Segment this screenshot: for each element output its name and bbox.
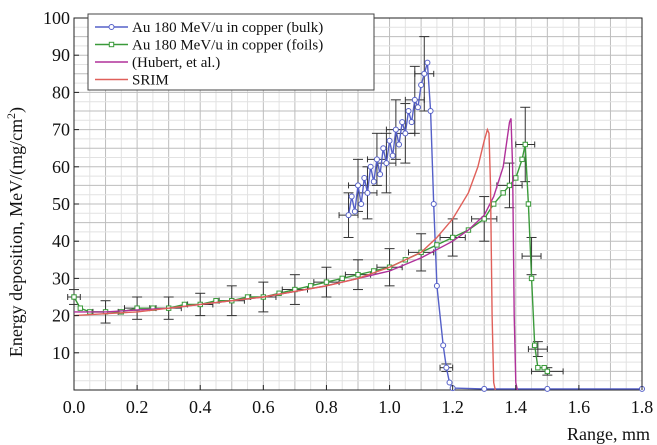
data-point bbox=[446, 379, 453, 386]
data-point bbox=[373, 156, 380, 163]
series-line-3 bbox=[73, 127, 496, 391]
data-point bbox=[544, 368, 551, 375]
data-point bbox=[77, 305, 84, 311]
data-point bbox=[396, 141, 403, 148]
data-point bbox=[389, 152, 396, 159]
data-point bbox=[427, 108, 434, 114]
data-point bbox=[370, 178, 377, 185]
x-tick-label: 1.0 bbox=[378, 397, 401, 417]
data-point bbox=[339, 275, 345, 282]
error-bar bbox=[67, 289, 81, 305]
legend-box bbox=[87, 13, 375, 91]
legend-marker bbox=[108, 41, 115, 48]
data-point bbox=[513, 175, 519, 181]
legend-marker bbox=[108, 24, 115, 30]
data-point bbox=[430, 201, 437, 207]
data-point bbox=[118, 309, 125, 315]
data-point bbox=[348, 193, 355, 200]
data-point bbox=[361, 174, 368, 181]
legend-label: SRIM bbox=[132, 73, 169, 89]
data-point bbox=[399, 119, 406, 126]
x-tick-label: 1.6 bbox=[568, 397, 591, 417]
legend-label: Au 180 MeV/u in copper (foils) bbox=[132, 38, 323, 54]
y-tick-label: 10 bbox=[52, 343, 70, 363]
x-tick-label: 0.0 bbox=[63, 397, 86, 417]
y-tick-label: 40 bbox=[52, 231, 70, 251]
data-point bbox=[500, 190, 506, 196]
legend-label: (Hubert, et al.) bbox=[132, 55, 220, 71]
legend-label: Au 180 MeV/u in copper (bulk) bbox=[132, 20, 323, 36]
y-tick-label: 20 bbox=[52, 306, 70, 326]
data-point bbox=[380, 145, 387, 152]
data-point bbox=[535, 364, 541, 371]
data-point bbox=[355, 271, 361, 278]
legend: Au 180 MeV/u in copper (bulk) Au 180 MeV/… bbox=[87, 13, 375, 91]
data-point bbox=[481, 216, 487, 222]
y-axis-title-superscript: 2 bbox=[4, 113, 18, 119]
data-point bbox=[490, 201, 497, 207]
data-point bbox=[433, 282, 440, 289]
data-point bbox=[532, 342, 538, 349]
data-point bbox=[355, 182, 361, 189]
x-tick-label: 1.8 bbox=[631, 397, 654, 417]
data-point bbox=[506, 182, 513, 189]
data-point bbox=[528, 275, 535, 282]
y-tick-label: 80 bbox=[52, 82, 70, 102]
y-axis-title: Energy deposition, MeV/(mg/cm2) bbox=[4, 107, 27, 357]
data-point bbox=[358, 201, 365, 207]
data-point bbox=[351, 208, 358, 215]
data-point bbox=[434, 242, 440, 248]
data-point bbox=[386, 137, 393, 144]
series-lines bbox=[71, 59, 645, 392]
x-tick-label: 0.2 bbox=[126, 397, 149, 417]
data-point bbox=[440, 342, 447, 349]
data-point bbox=[411, 96, 418, 103]
data-point bbox=[402, 130, 409, 137]
data-point bbox=[364, 189, 371, 196]
y-tick-label: 100 bbox=[43, 8, 70, 28]
data-point bbox=[408, 119, 415, 126]
data-point bbox=[449, 234, 456, 241]
data-point bbox=[525, 201, 532, 207]
series-line-2 bbox=[74, 118, 519, 391]
x-tick-label: 0.4 bbox=[189, 397, 212, 417]
x-axis-title: Range, mm bbox=[567, 424, 650, 444]
y-axis-title-close: ) bbox=[6, 107, 27, 113]
data-point bbox=[522, 141, 528, 148]
data-point bbox=[414, 104, 421, 111]
y-tick-label: 70 bbox=[52, 120, 70, 140]
y-axis-ticks: 10 20 30 40 50 60 70 80 90 100 bbox=[43, 8, 79, 363]
data-point bbox=[519, 156, 525, 163]
x-tick-label: 0.8 bbox=[315, 397, 338, 417]
data-point bbox=[481, 385, 488, 392]
data-point bbox=[418, 81, 425, 88]
y-axis-title-main: Energy deposition, MeV/(mg/cm bbox=[6, 119, 27, 357]
data-point bbox=[345, 212, 352, 219]
data-point bbox=[541, 364, 547, 371]
data-point bbox=[405, 108, 412, 114]
data-point bbox=[392, 126, 399, 133]
data-point bbox=[307, 283, 314, 289]
y-tick-label: 30 bbox=[52, 268, 70, 288]
data-point bbox=[443, 364, 450, 371]
y-tick-label: 60 bbox=[52, 157, 70, 177]
data-point bbox=[424, 59, 431, 66]
x-tick-label: 1.4 bbox=[505, 397, 528, 417]
data-point bbox=[421, 70, 428, 77]
data-point bbox=[367, 163, 374, 170]
data-point bbox=[377, 171, 384, 178]
x-axis-ticks: 0.0 0.2 0.4 0.6 0.8 1.0 1.2 1.4 1.6 1.8 bbox=[63, 385, 654, 417]
y-tick-label: 50 bbox=[52, 194, 70, 214]
x-tick-label: 0.6 bbox=[252, 397, 275, 417]
x-tick-label: 1.2 bbox=[441, 397, 464, 417]
data-point bbox=[544, 385, 551, 392]
series-line-0 bbox=[347, 62, 642, 390]
data-point bbox=[383, 160, 390, 167]
data-point bbox=[71, 294, 77, 300]
data-point bbox=[323, 279, 330, 285]
y-tick-label: 90 bbox=[52, 45, 70, 65]
